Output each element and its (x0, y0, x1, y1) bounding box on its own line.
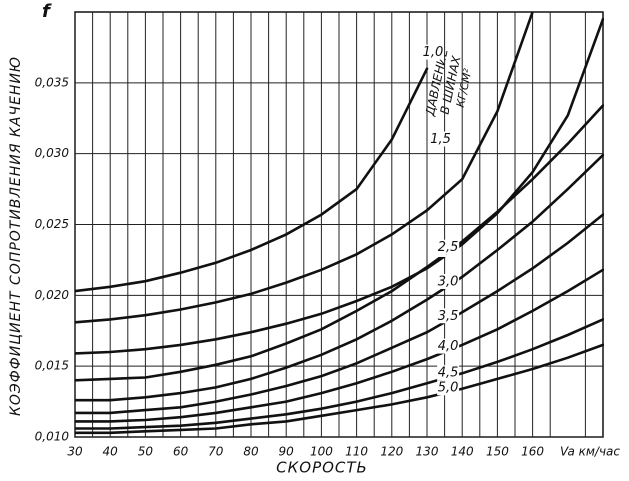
series-label: 4,0 (438, 339, 459, 354)
label-bg (437, 273, 460, 289)
label-bg (437, 380, 460, 396)
curve (75, 12, 534, 324)
y-tick-label: 0,020 (35, 288, 70, 302)
x-tick-label: 130 (416, 445, 439, 459)
x-tick-label: 90 (279, 445, 295, 459)
series-label: 4,5 (438, 366, 459, 381)
x-tick-label: 50 (138, 445, 154, 459)
plot-area (75, 12, 604, 435)
x-tick-label: 60 (173, 445, 189, 459)
y-axis-label: КОЭФФИЦИЕНТ СОПРОТИВЛЕНИЯ КАЧЕНИЮ (8, 56, 24, 416)
x-tick-label: 100 (310, 445, 333, 459)
y-tick-label: 0,015 (35, 359, 69, 373)
label-bg (437, 338, 460, 354)
curve (75, 153, 604, 402)
label-bg (429, 131, 452, 147)
series-label: 3,0 (438, 274, 459, 289)
x-unit-label: Va км/час (560, 445, 620, 459)
series-label: 5,0 (438, 381, 459, 396)
curve (75, 318, 604, 430)
y-tick-label: 0,010 (35, 430, 70, 444)
x-tick-label: 40 (103, 445, 119, 459)
x-tick-label: 140 (451, 445, 474, 459)
label-bg (437, 239, 460, 255)
y-tick-label: 0,025 (35, 217, 69, 231)
y-tick-label: 0,030 (35, 146, 70, 160)
x-tick-label: 120 (380, 445, 403, 459)
curve (75, 343, 604, 435)
label-bg (422, 44, 444, 60)
x-tick-label: 70 (208, 445, 224, 459)
curve (75, 213, 604, 415)
series-label: 1,0 (423, 45, 444, 60)
x-axis-label: СКОРОСТЬ (276, 459, 368, 477)
label-bg (437, 365, 460, 381)
curve (75, 67, 429, 293)
series-label: 2,5 (438, 240, 459, 255)
y-tick-label: 0,035 (35, 75, 69, 89)
y-symbol: f (42, 1, 52, 22)
x-tick-label: 160 (521, 445, 544, 459)
curve (75, 17, 604, 355)
series-label: 3,5 (438, 309, 459, 324)
label-bg (437, 308, 460, 324)
x-tick-label: 30 (67, 445, 83, 459)
curve (75, 104, 604, 382)
x-tick-label: 80 (243, 445, 259, 459)
series-label: 1,5 (430, 132, 451, 147)
x-tick-label: 110 (345, 445, 368, 459)
x-tick-label: 150 (486, 445, 509, 459)
curve (75, 268, 604, 423)
